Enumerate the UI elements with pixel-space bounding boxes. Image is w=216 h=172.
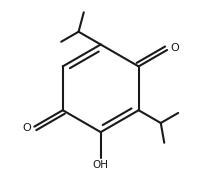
Text: O: O	[170, 43, 179, 53]
Text: O: O	[23, 123, 31, 133]
Text: OH: OH	[93, 160, 109, 170]
